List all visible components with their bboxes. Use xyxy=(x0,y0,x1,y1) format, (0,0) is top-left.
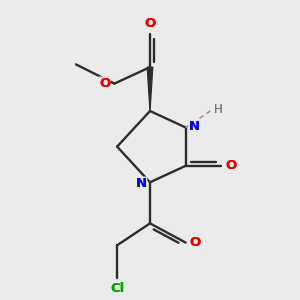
Text: N: N xyxy=(136,177,147,190)
Text: O: O xyxy=(99,77,110,90)
Text: O: O xyxy=(144,17,156,30)
Text: O: O xyxy=(190,236,201,249)
Text: N: N xyxy=(189,120,200,133)
Text: O: O xyxy=(225,159,237,172)
Text: Cl: Cl xyxy=(110,282,124,295)
Text: O: O xyxy=(190,236,201,249)
Polygon shape xyxy=(147,67,153,111)
Text: O: O xyxy=(99,77,110,90)
Text: N: N xyxy=(189,120,200,133)
Text: H: H xyxy=(214,103,222,116)
Text: Cl: Cl xyxy=(110,282,124,295)
Text: H: H xyxy=(214,103,222,116)
Text: O: O xyxy=(225,159,237,172)
Text: O: O xyxy=(144,17,156,30)
Text: N: N xyxy=(136,177,147,190)
